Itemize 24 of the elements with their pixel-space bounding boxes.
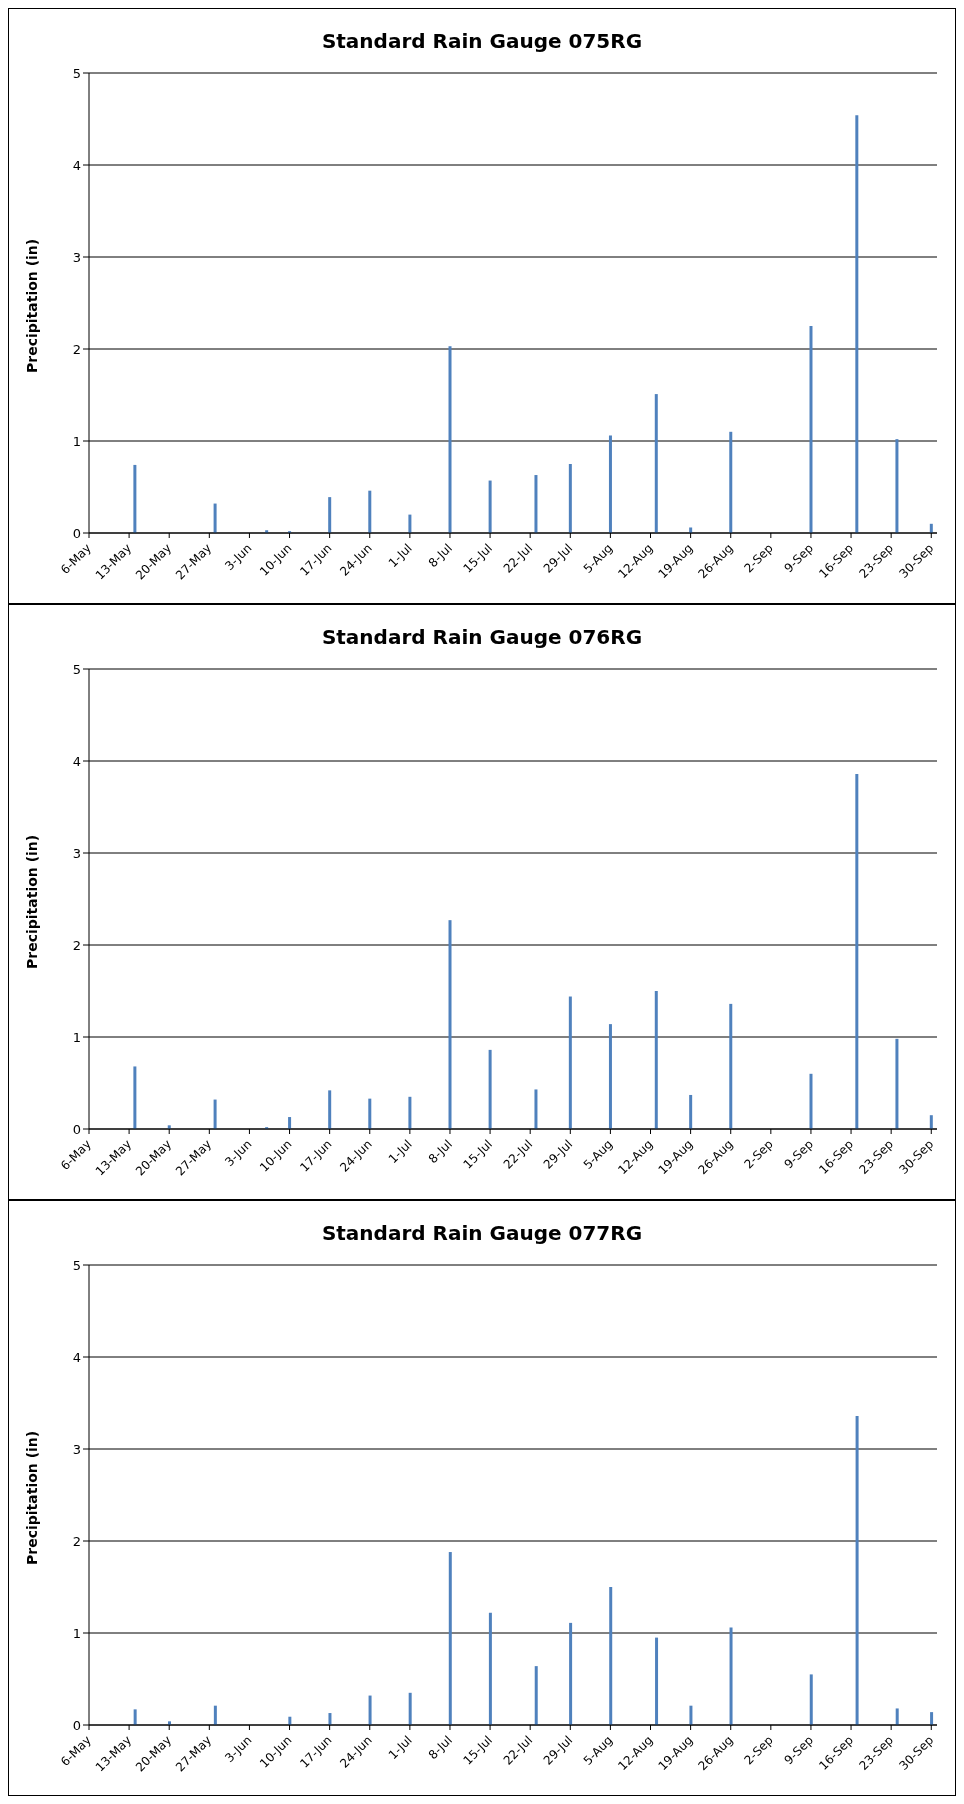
y-tick-label: 4: [72, 157, 81, 173]
y-tick-label: 5: [72, 661, 81, 677]
chart-title: Standard Rain Gauge 077RG: [320, 1220, 644, 1247]
y-tick-label: 4: [72, 753, 81, 769]
y-tick-label: 0: [72, 525, 81, 541]
y-tick-label: 1: [72, 1029, 81, 1045]
y-tick-label: 1: [72, 433, 81, 449]
y-tick-label: 5: [72, 65, 81, 81]
y-tick-label: 0: [72, 1121, 81, 1137]
y-tick-label: 5: [72, 1257, 81, 1273]
y-tick-label: 1: [72, 1625, 81, 1641]
y-axis-title: Precipitation (in): [23, 238, 40, 373]
y-tick-label: 0: [72, 1717, 81, 1733]
y-axis-title: Precipitation (in): [23, 834, 40, 969]
y-tick-label: 2: [72, 1533, 81, 1549]
y-tick-label: 3: [72, 1441, 81, 1457]
y-tick-label: 2: [72, 341, 81, 357]
y-tick-label: 2: [72, 937, 81, 953]
y-tick-label: 4: [72, 1349, 81, 1365]
y-axis-title: Precipitation (in): [23, 1430, 40, 1565]
chart-title: Standard Rain Gauge 075RG: [320, 28, 644, 55]
y-tick-label: 3: [72, 249, 81, 265]
y-tick-label: 3: [72, 845, 81, 861]
chart-title: Standard Rain Gauge 076RG: [320, 624, 644, 651]
